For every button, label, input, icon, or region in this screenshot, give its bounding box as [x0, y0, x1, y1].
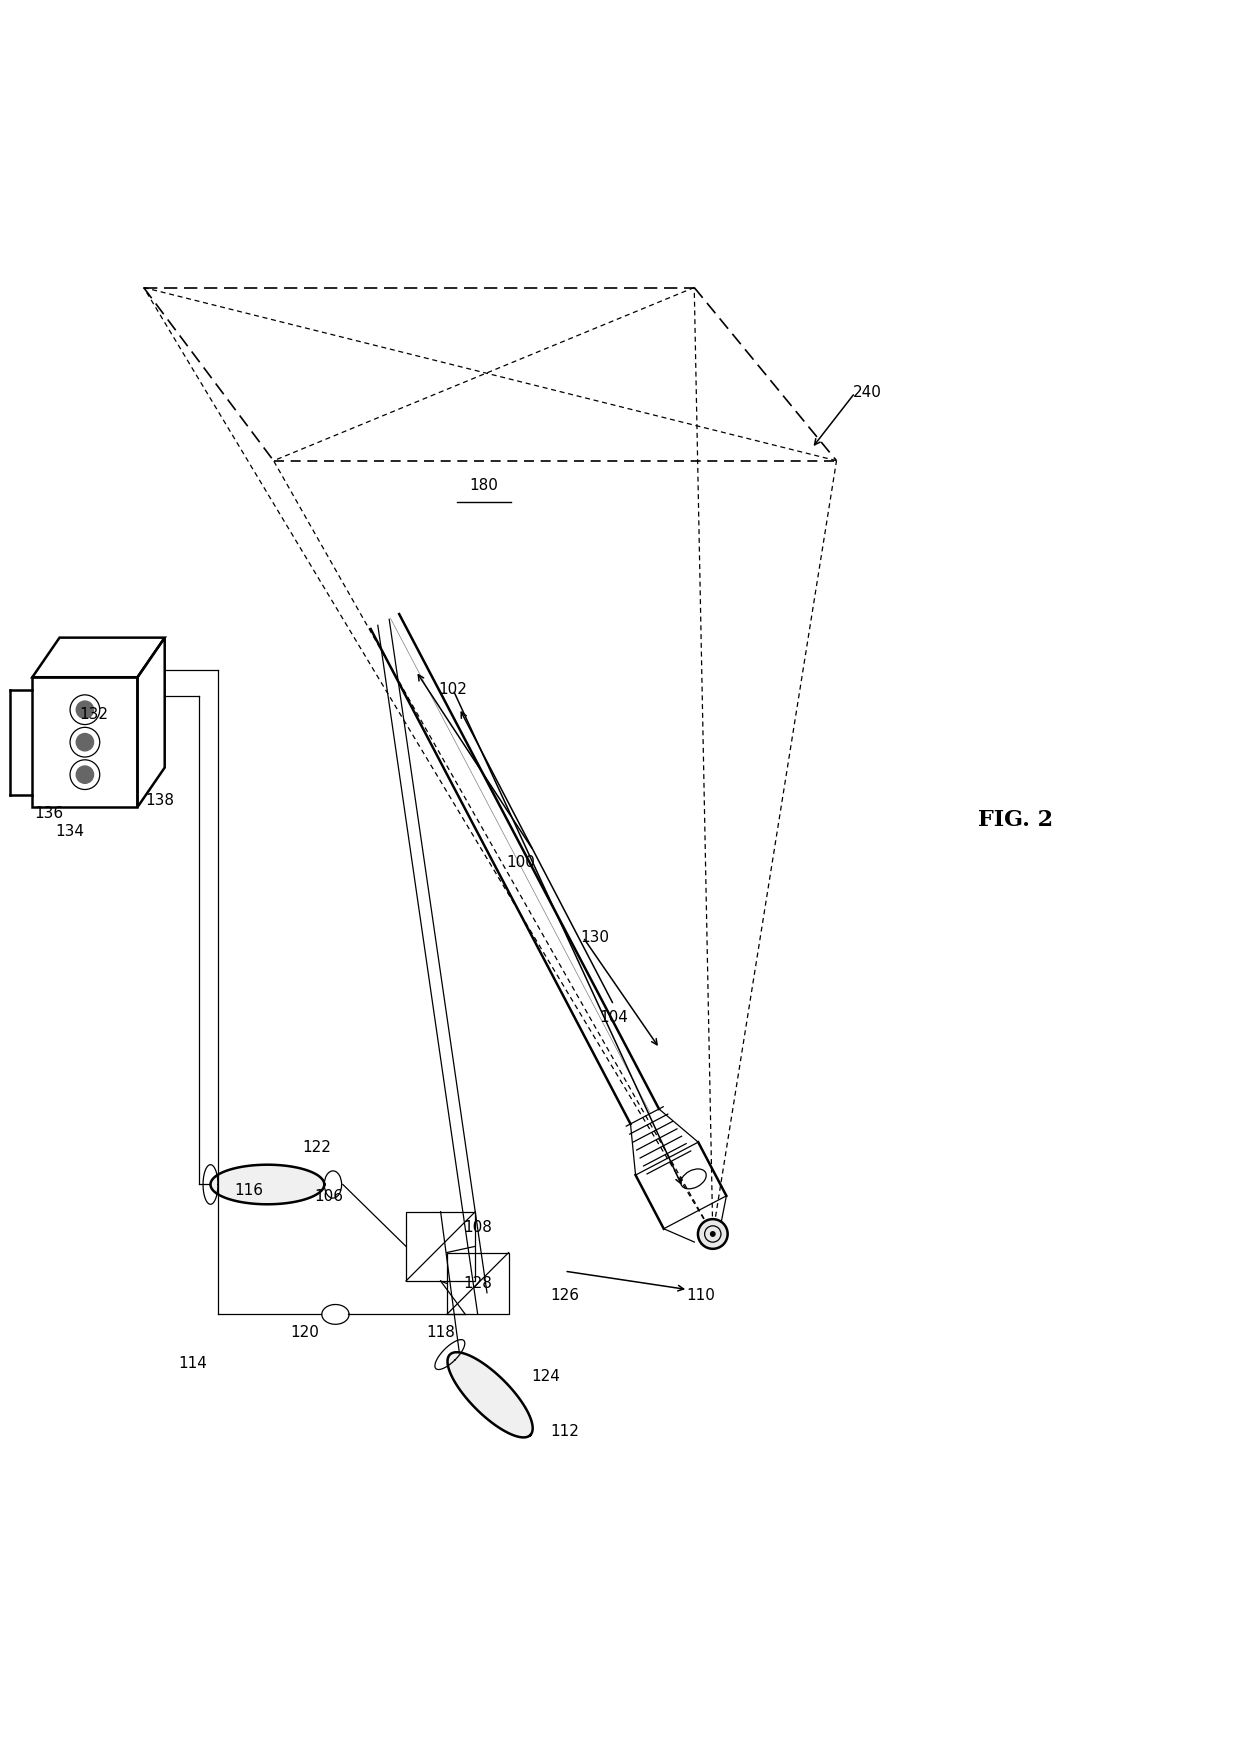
- Text: 102: 102: [439, 681, 467, 697]
- Text: 124: 124: [531, 1370, 560, 1383]
- Polygon shape: [211, 1164, 325, 1204]
- Circle shape: [698, 1218, 728, 1250]
- Text: 106: 106: [315, 1189, 343, 1204]
- Text: 120: 120: [290, 1326, 319, 1340]
- Text: 136: 136: [33, 806, 63, 820]
- Text: 108: 108: [464, 1220, 492, 1236]
- Text: 118: 118: [427, 1326, 455, 1340]
- Text: 116: 116: [234, 1184, 263, 1197]
- Text: 104: 104: [599, 1010, 629, 1025]
- Text: 240: 240: [853, 386, 882, 400]
- Text: 138: 138: [145, 794, 175, 808]
- Text: 100: 100: [507, 855, 536, 871]
- Text: 130: 130: [580, 930, 610, 944]
- Text: FIG. 2: FIG. 2: [978, 808, 1054, 831]
- Circle shape: [76, 766, 93, 784]
- Bar: [32, 678, 138, 806]
- Polygon shape: [448, 1352, 533, 1437]
- Text: 126: 126: [549, 1288, 579, 1304]
- Circle shape: [76, 733, 93, 751]
- Text: 128: 128: [464, 1276, 492, 1291]
- Text: 132: 132: [79, 707, 109, 721]
- Text: 180: 180: [470, 478, 498, 494]
- Circle shape: [76, 700, 93, 718]
- Circle shape: [711, 1232, 715, 1236]
- Text: 112: 112: [549, 1425, 579, 1439]
- Text: 110: 110: [686, 1288, 714, 1304]
- Text: 114: 114: [179, 1356, 207, 1371]
- Text: 134: 134: [55, 824, 84, 839]
- Text: 122: 122: [303, 1140, 331, 1154]
